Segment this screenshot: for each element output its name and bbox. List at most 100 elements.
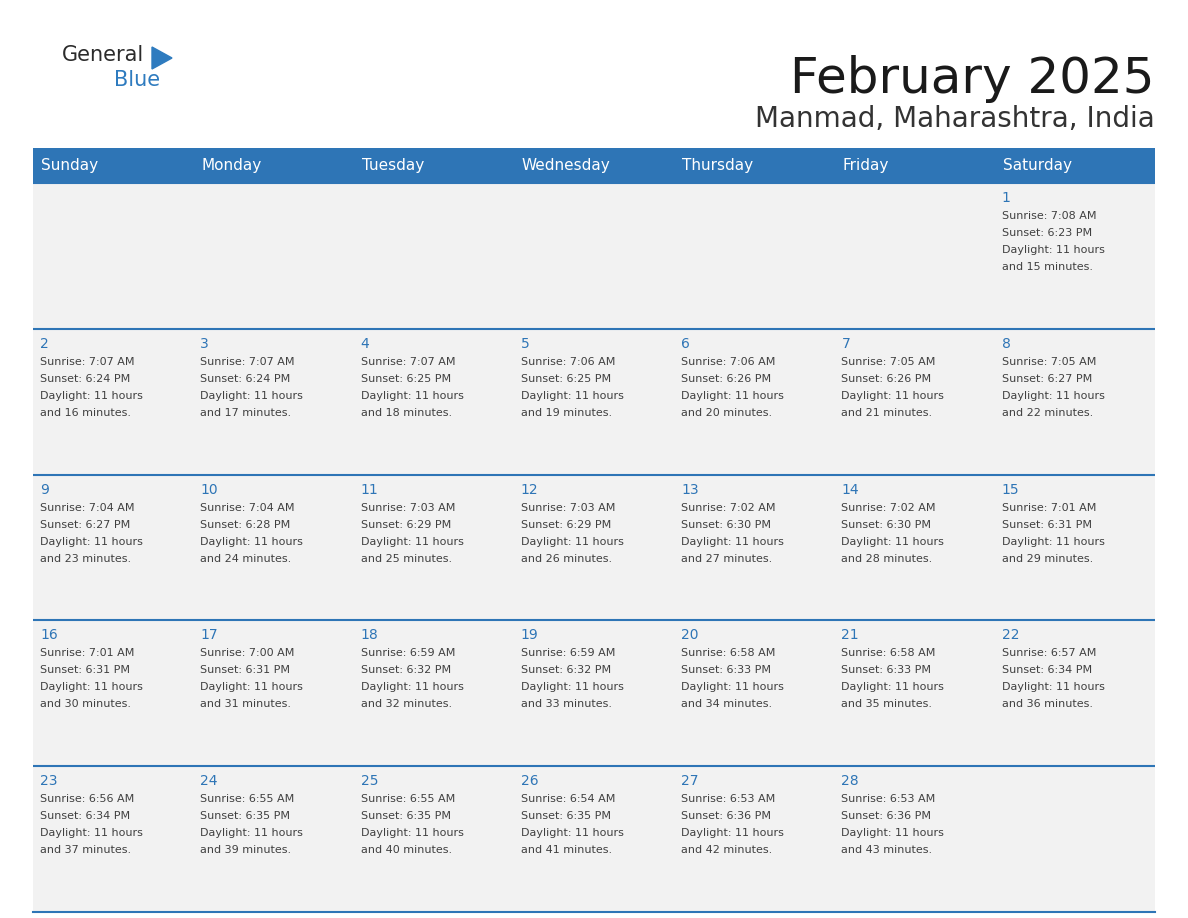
Text: 17: 17 [201, 629, 217, 643]
Text: Sunrise: 7:02 AM: Sunrise: 7:02 AM [841, 502, 936, 512]
Text: Sunrise: 7:07 AM: Sunrise: 7:07 AM [361, 357, 455, 367]
Text: Tuesday: Tuesday [361, 158, 424, 173]
Text: Daylight: 11 hours: Daylight: 11 hours [361, 391, 463, 401]
Bar [354, 475, 514, 621]
Bar [354, 767, 514, 912]
Text: 2: 2 [40, 337, 49, 351]
Text: Daylight: 11 hours: Daylight: 11 hours [1001, 537, 1105, 546]
Text: 12: 12 [520, 483, 538, 497]
Text: 22: 22 [1001, 629, 1019, 643]
Bar [33, 475, 194, 621]
Text: Sunrise: 7:06 AM: Sunrise: 7:06 AM [681, 357, 776, 367]
Text: Sunset: 6:24 PM: Sunset: 6:24 PM [40, 374, 131, 384]
Text: and 35 minutes.: and 35 minutes. [841, 700, 933, 710]
Text: Daylight: 11 hours: Daylight: 11 hours [40, 537, 143, 546]
Text: 10: 10 [201, 483, 217, 497]
Text: 8: 8 [1001, 337, 1011, 351]
Text: and 34 minutes.: and 34 minutes. [681, 700, 772, 710]
Bar [194, 183, 354, 329]
Text: Sunset: 6:32 PM: Sunset: 6:32 PM [361, 666, 450, 676]
Text: Sunset: 6:30 PM: Sunset: 6:30 PM [841, 520, 931, 530]
Text: and 18 minutes.: and 18 minutes. [361, 408, 451, 418]
Bar [194, 148, 354, 183]
Text: Sunset: 6:26 PM: Sunset: 6:26 PM [681, 374, 771, 384]
Text: Sunrise: 6:56 AM: Sunrise: 6:56 AM [40, 794, 134, 804]
Text: and 24 minutes.: and 24 minutes. [201, 554, 291, 564]
Text: 24: 24 [201, 774, 217, 789]
Text: Wednesday: Wednesday [522, 158, 611, 173]
Polygon shape [152, 47, 172, 69]
Text: 25: 25 [361, 774, 378, 789]
Text: Daylight: 11 hours: Daylight: 11 hours [1001, 245, 1105, 255]
Text: Daylight: 11 hours: Daylight: 11 hours [1001, 682, 1105, 692]
Text: Sunset: 6:23 PM: Sunset: 6:23 PM [1001, 228, 1092, 238]
Text: and 43 minutes.: and 43 minutes. [841, 845, 933, 856]
Text: 4: 4 [361, 337, 369, 351]
Bar [33, 621, 194, 767]
Text: Daylight: 11 hours: Daylight: 11 hours [681, 828, 784, 838]
Text: Daylight: 11 hours: Daylight: 11 hours [201, 828, 303, 838]
Bar [514, 148, 674, 183]
Text: and 31 minutes.: and 31 minutes. [201, 700, 291, 710]
Text: Sunrise: 6:57 AM: Sunrise: 6:57 AM [1001, 648, 1097, 658]
Text: Sunset: 6:36 PM: Sunset: 6:36 PM [681, 812, 771, 822]
Bar [994, 148, 1155, 183]
Text: 11: 11 [361, 483, 378, 497]
Text: Sunset: 6:35 PM: Sunset: 6:35 PM [520, 812, 611, 822]
Text: Sunset: 6:24 PM: Sunset: 6:24 PM [201, 374, 291, 384]
Text: 13: 13 [681, 483, 699, 497]
Text: Daylight: 11 hours: Daylight: 11 hours [361, 828, 463, 838]
Text: and 37 minutes.: and 37 minutes. [40, 845, 131, 856]
Text: Sunrise: 6:53 AM: Sunrise: 6:53 AM [681, 794, 776, 804]
Text: 20: 20 [681, 629, 699, 643]
Text: and 33 minutes.: and 33 minutes. [520, 700, 612, 710]
Text: Manmad, Maharashtra, India: Manmad, Maharashtra, India [756, 105, 1155, 133]
Text: Sunrise: 6:54 AM: Sunrise: 6:54 AM [520, 794, 615, 804]
Bar [194, 621, 354, 767]
Text: and 19 minutes.: and 19 minutes. [520, 408, 612, 418]
Text: 19: 19 [520, 629, 538, 643]
Text: Friday: Friday [842, 158, 889, 173]
Text: Daylight: 11 hours: Daylight: 11 hours [841, 682, 944, 692]
Text: Daylight: 11 hours: Daylight: 11 hours [520, 682, 624, 692]
Text: Sunrise: 7:02 AM: Sunrise: 7:02 AM [681, 502, 776, 512]
Text: Sunrise: 7:01 AM: Sunrise: 7:01 AM [1001, 502, 1097, 512]
Text: and 41 minutes.: and 41 minutes. [520, 845, 612, 856]
Bar [514, 329, 674, 475]
Text: Monday: Monday [201, 158, 261, 173]
Text: Thursday: Thursday [682, 158, 753, 173]
Text: Daylight: 11 hours: Daylight: 11 hours [201, 391, 303, 401]
Text: 18: 18 [361, 629, 378, 643]
Text: Sunrise: 7:00 AM: Sunrise: 7:00 AM [201, 648, 295, 658]
Text: Sunrise: 7:05 AM: Sunrise: 7:05 AM [841, 357, 936, 367]
Text: and 16 minutes.: and 16 minutes. [40, 408, 131, 418]
Text: Daylight: 11 hours: Daylight: 11 hours [681, 391, 784, 401]
Bar [354, 329, 514, 475]
Text: Daylight: 11 hours: Daylight: 11 hours [841, 828, 944, 838]
Text: Sunrise: 7:04 AM: Sunrise: 7:04 AM [201, 502, 295, 512]
Bar [834, 148, 994, 183]
Bar [674, 475, 834, 621]
Text: Sunset: 6:27 PM: Sunset: 6:27 PM [1001, 374, 1092, 384]
Bar [674, 148, 834, 183]
Text: 14: 14 [841, 483, 859, 497]
Text: Daylight: 11 hours: Daylight: 11 hours [40, 682, 143, 692]
Text: and 21 minutes.: and 21 minutes. [841, 408, 933, 418]
Text: Sunset: 6:29 PM: Sunset: 6:29 PM [520, 520, 611, 530]
Text: 3: 3 [201, 337, 209, 351]
Text: Daylight: 11 hours: Daylight: 11 hours [681, 682, 784, 692]
Text: and 30 minutes.: and 30 minutes. [40, 700, 131, 710]
Text: and 25 minutes.: and 25 minutes. [361, 554, 451, 564]
Text: 23: 23 [40, 774, 57, 789]
Text: Sunrise: 7:03 AM: Sunrise: 7:03 AM [361, 502, 455, 512]
Bar [354, 621, 514, 767]
Bar [514, 183, 674, 329]
Text: and 29 minutes.: and 29 minutes. [1001, 554, 1093, 564]
Text: Daylight: 11 hours: Daylight: 11 hours [520, 828, 624, 838]
Text: Sunset: 6:32 PM: Sunset: 6:32 PM [520, 666, 611, 676]
Bar [834, 475, 994, 621]
Text: Sunrise: 7:04 AM: Sunrise: 7:04 AM [40, 502, 134, 512]
Text: Daylight: 11 hours: Daylight: 11 hours [681, 537, 784, 546]
Text: Daylight: 11 hours: Daylight: 11 hours [841, 537, 944, 546]
Text: Sunset: 6:25 PM: Sunset: 6:25 PM [361, 374, 450, 384]
